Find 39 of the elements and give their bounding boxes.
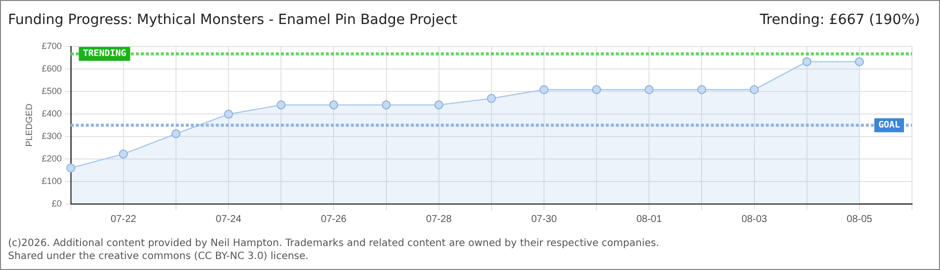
text: Trending: £667 (190%) [760,12,920,28]
y-tick-label: £500 [42,86,62,96]
point [750,85,759,94]
point [276,100,286,110]
y-tick-label: £600 [42,63,62,74]
x-tick-label: 07-22 [110,214,137,225]
x-tick-label: 08-01 [636,214,662,225]
point [854,57,864,66]
text: (c)2026. Additional content provided by Neil Hampton. Trademarks and related content are owned by their respective companies. [8,238,660,249]
ref-line-label: GOAL [878,120,901,131]
point [697,85,706,94]
y-tick-label: £400 [42,108,62,118]
point [592,85,602,94]
y-axis-title: PLEDGED [24,103,34,147]
point [382,100,391,110]
point [66,163,76,172]
point [539,85,548,94]
y-tick-label: £100 [42,176,62,186]
point [171,129,180,138]
x-tick-label: 07-26 [320,214,347,225]
ref-line-label: TRENDING [82,49,126,60]
point [329,100,338,110]
text: Shared under the creative commons (CC BY-NC 3.0) license. [8,251,309,262]
x-tick-label: 07-24 [216,214,242,225]
x-tick-label: 07-30 [531,214,558,225]
point [434,100,444,110]
point [486,94,496,103]
x-tick-label: 08-03 [741,214,768,225]
y-tick-label: £700 [42,40,62,51]
y-tick-label: £200 [42,153,62,164]
point [802,57,812,66]
x-tick-label: 08-05 [846,214,873,225]
x-tick-label: 07-28 [426,214,452,225]
point [644,85,654,94]
y-tick-label: £300 [42,130,62,141]
y-tick-label: £0 [52,198,62,208]
point [118,150,128,159]
chart-title: Funding Progress: Mythical Monsters - Enamel Pin Badge Project [8,12,458,28]
point [224,110,234,119]
